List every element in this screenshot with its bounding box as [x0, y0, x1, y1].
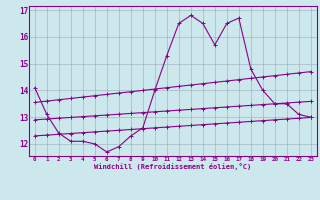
X-axis label: Windchill (Refroidissement éolien,°C): Windchill (Refroidissement éolien,°C) — [94, 163, 252, 170]
